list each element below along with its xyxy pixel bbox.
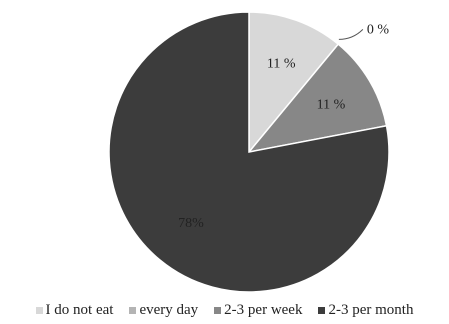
data-label-0: 11 % bbox=[267, 56, 296, 71]
pie-svg: 11 % 0 % 11 % 78% bbox=[108, 11, 390, 293]
pie-slice-3 bbox=[108, 11, 390, 293]
chart-legend: I do not eat every day 2-3 per week 2-3 per… bbox=[0, 302, 449, 319]
legend-item-2: 2-3 per week bbox=[214, 302, 302, 319]
leader-line-1 bbox=[338, 29, 364, 40]
legend-label-3: 2-3 per month bbox=[328, 302, 414, 318]
legend-label-2: 2-3 per week bbox=[224, 302, 303, 318]
data-label-2: 11 % bbox=[317, 98, 346, 113]
legend-item-1: every day bbox=[129, 302, 198, 319]
legend-item-0: I do not eat bbox=[35, 302, 114, 319]
legend-swatch-3 bbox=[318, 307, 326, 314]
legend-item-3: 2-3 per month bbox=[318, 302, 413, 319]
data-label-1: 0 % bbox=[367, 22, 390, 37]
legend-label-0: I do not eat bbox=[45, 302, 114, 318]
pie-slice-0 bbox=[248, 11, 340, 155]
legend-swatch-2 bbox=[214, 307, 222, 314]
data-label-3: 78% bbox=[178, 216, 204, 231]
legend-swatch-1 bbox=[129, 307, 137, 314]
legend-swatch-0 bbox=[35, 307, 43, 314]
pie-slice-2 bbox=[247, 43, 388, 154]
legend-label-1: every day bbox=[139, 302, 199, 318]
